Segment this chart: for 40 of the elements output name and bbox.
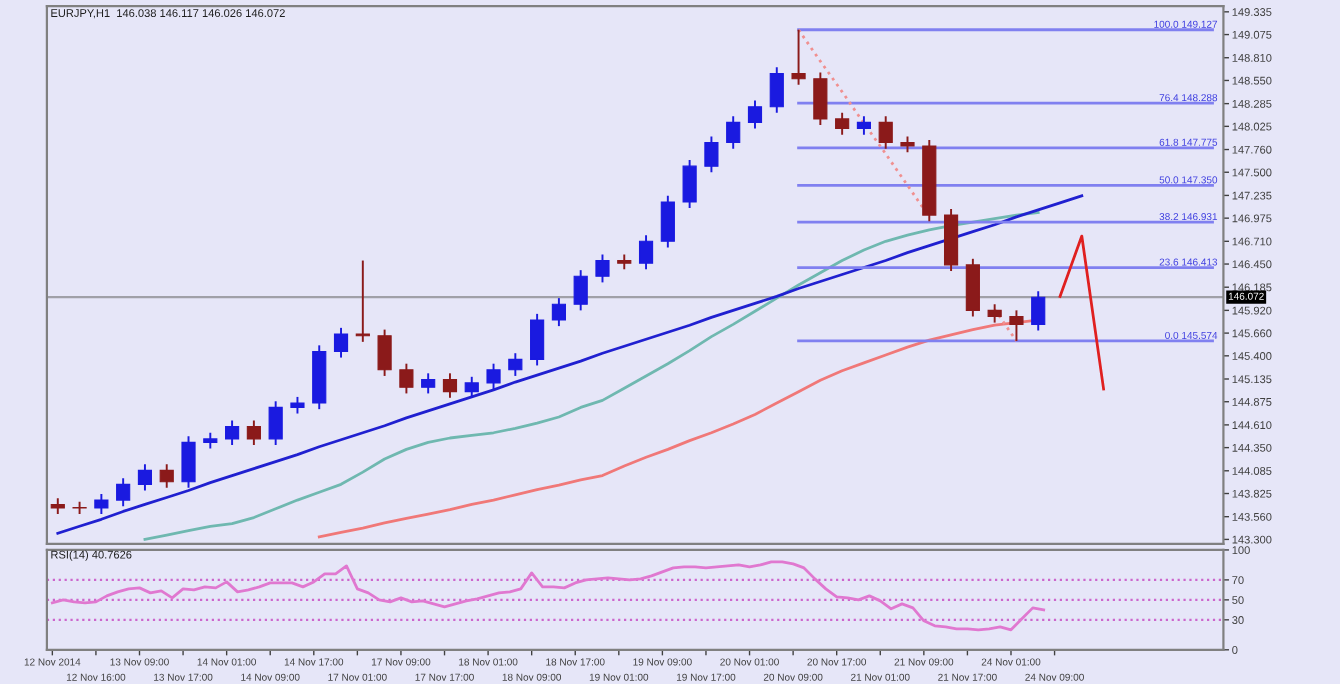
line-series: [143, 211, 1040, 541]
candlestick: [573, 269, 588, 312]
candlestick: [137, 463, 153, 492]
candlestick: [965, 257, 980, 318]
candlestick: [660, 194, 675, 249]
candlestick: [638, 234, 654, 271]
candlestick: [421, 372, 436, 395]
candlestick: [1009, 309, 1024, 342]
candlestick: [116, 477, 131, 508]
candlestick: [486, 362, 501, 391]
candlestick: [551, 297, 566, 328]
candlestick: [878, 115, 893, 150]
candlestick: [813, 71, 828, 127]
candlestick: [225, 419, 240, 446]
line-series: [50, 560, 1046, 632]
candlestick: [791, 28, 806, 86]
candlestick: [987, 303, 1002, 324]
candlestick: [246, 419, 261, 446]
candlestick: [377, 328, 392, 377]
candlestick: [726, 115, 741, 150]
candlestick: [181, 435, 196, 489]
candlestick: [1031, 290, 1046, 332]
candlestick: [399, 362, 414, 395]
candlestick: [704, 135, 719, 174]
candlestick: [442, 372, 458, 399]
candlestick: [682, 159, 697, 210]
candlestick: [355, 259, 370, 343]
line-series: [56, 194, 1084, 535]
candlestick: [333, 326, 349, 359]
candlestick: [159, 463, 174, 489]
candlestick: [856, 115, 872, 136]
candlestick: [530, 312, 545, 367]
candlestick: [508, 352, 523, 377]
candlestick: [835, 111, 850, 136]
candlestick: [595, 253, 610, 284]
candlestick: [268, 400, 283, 446]
candlestick: [747, 99, 763, 130]
candlestick: [769, 66, 784, 114]
candlestick: [464, 375, 479, 399]
candlestick: [94, 492, 109, 516]
